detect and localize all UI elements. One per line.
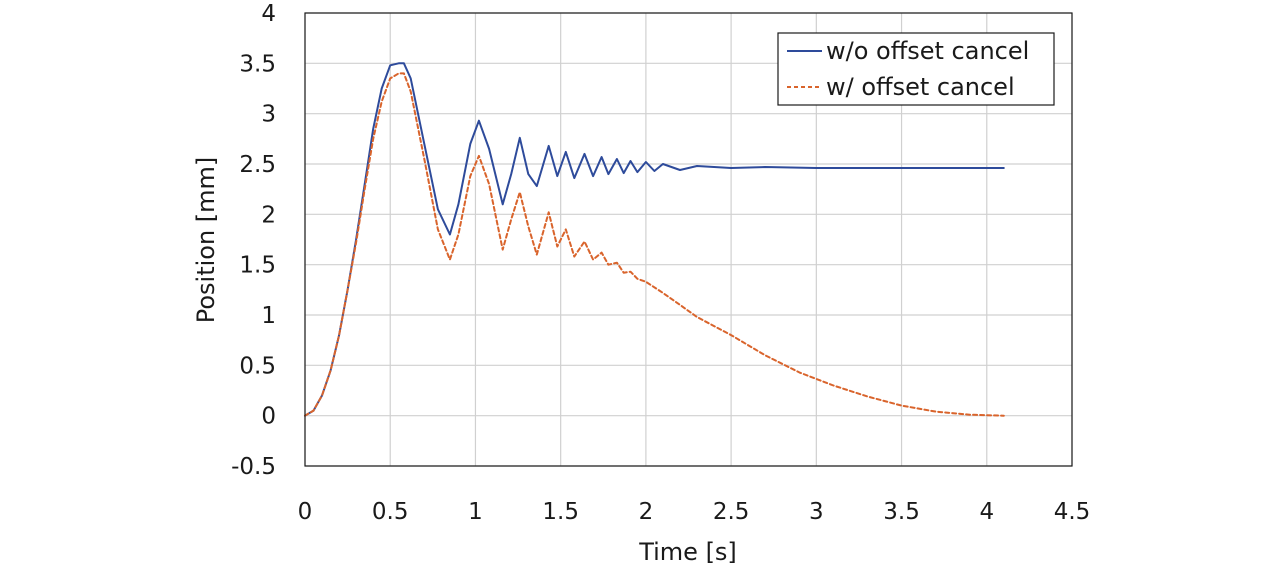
x-tick-label: 2 bbox=[639, 499, 654, 525]
y-tick-label: 0 bbox=[261, 404, 276, 430]
y-tick-label: 3.5 bbox=[239, 51, 276, 77]
y-tick-label: 2.5 bbox=[239, 152, 276, 178]
y-tick-labels: -0.5 0 0.5 1 1.5 2 2.5 3 3.5 4 bbox=[231, 1, 276, 480]
y-tick-label: 4 bbox=[261, 1, 276, 27]
y-tick-label: 2 bbox=[261, 202, 276, 228]
legend-label-wo-offset: w/o offset cancel bbox=[826, 37, 1029, 65]
legend: w/o offset cancel w/ offset cancel bbox=[777, 32, 1055, 106]
x-tick-label: 2.5 bbox=[713, 499, 750, 525]
x-tick-label: 1.5 bbox=[542, 499, 579, 525]
x-axis-title: Time [s] bbox=[638, 538, 737, 566]
x-tick-label: 3 bbox=[809, 499, 824, 525]
y-tick-label: 3 bbox=[261, 102, 276, 128]
x-tick-label: 1 bbox=[468, 499, 483, 525]
x-tick-labels: 0 0.5 1 1.5 2 2.5 3 3.5 4 4.5 bbox=[298, 499, 1091, 525]
x-tick-label: 0.5 bbox=[372, 499, 409, 525]
series-line-w-offset-cancel bbox=[304, 72, 1005, 417]
x-tick-label: 3.5 bbox=[883, 499, 920, 525]
legend-box bbox=[777, 32, 1055, 106]
x-tick-label: 0 bbox=[298, 499, 313, 525]
y-tick-label: 1 bbox=[261, 303, 276, 329]
y-axis-title: Position [mm] bbox=[192, 157, 220, 324]
series-line-wo-offset-cancel bbox=[304, 62, 1005, 417]
series-lines bbox=[304, 62, 1005, 417]
plot-frame bbox=[304, 12, 1073, 467]
x-tick-label: 4.5 bbox=[1054, 499, 1091, 525]
x-tick-label: 4 bbox=[979, 499, 994, 525]
y-tick-label: -0.5 bbox=[231, 454, 276, 480]
y-tick-label: 1.5 bbox=[239, 253, 276, 279]
y-tick-label: 0.5 bbox=[239, 353, 276, 379]
legend-label-w-offset: w/ offset cancel bbox=[826, 73, 1015, 101]
